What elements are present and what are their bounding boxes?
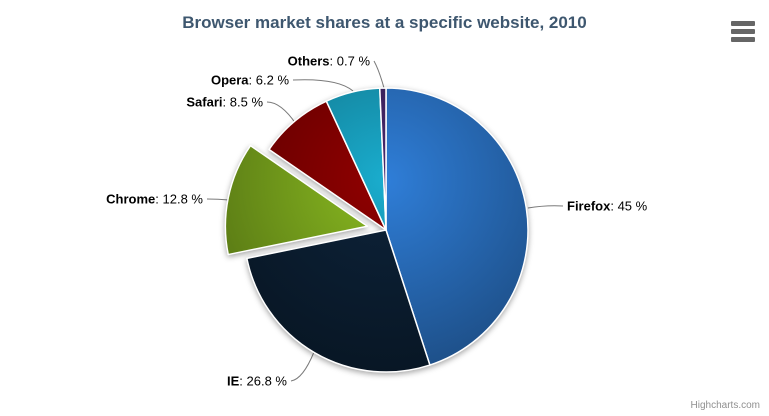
credits-link[interactable]: Highcharts.com <box>690 400 760 411</box>
hamburger-menu-icon <box>731 37 755 42</box>
label-connector-others <box>373 60 385 89</box>
chart-title: Browser market shares at a specific webs… <box>182 13 587 32</box>
data-label-firefox: Firefox: 45 % <box>567 199 648 214</box>
pie-slice-ie[interactable] <box>246 229 431 373</box>
hamburger-menu-icon <box>731 21 755 26</box>
hamburger-menu-icon <box>731 29 755 34</box>
pie-slices <box>224 87 529 373</box>
label-connector-safari <box>266 101 297 125</box>
label-connector-ie <box>290 351 315 382</box>
export-menu-button[interactable] <box>731 21 755 42</box>
label-connector-chrome <box>206 198 230 201</box>
pie-slice-chrome[interactable] <box>224 144 369 256</box>
label-connector-opera <box>292 79 354 92</box>
data-label-opera: Opera: 6.2 % <box>211 73 289 88</box>
data-labels: Firefox: 45 % IE: 26.8 % Chrome: 12.8 % Saf… <box>106 54 647 389</box>
data-label-chrome: Chrome: 12.8 % <box>106 192 203 207</box>
data-label-safari: Safari: 8.5 % <box>186 95 263 110</box>
data-label-others: Others: 0.7 % <box>288 54 371 69</box>
pie-slice-others[interactable] <box>379 87 387 231</box>
data-label-ie: IE: 26.8 % <box>227 374 287 389</box>
pie-slice-firefox[interactable] <box>385 87 529 366</box>
label-connector-firefox <box>527 205 564 209</box>
